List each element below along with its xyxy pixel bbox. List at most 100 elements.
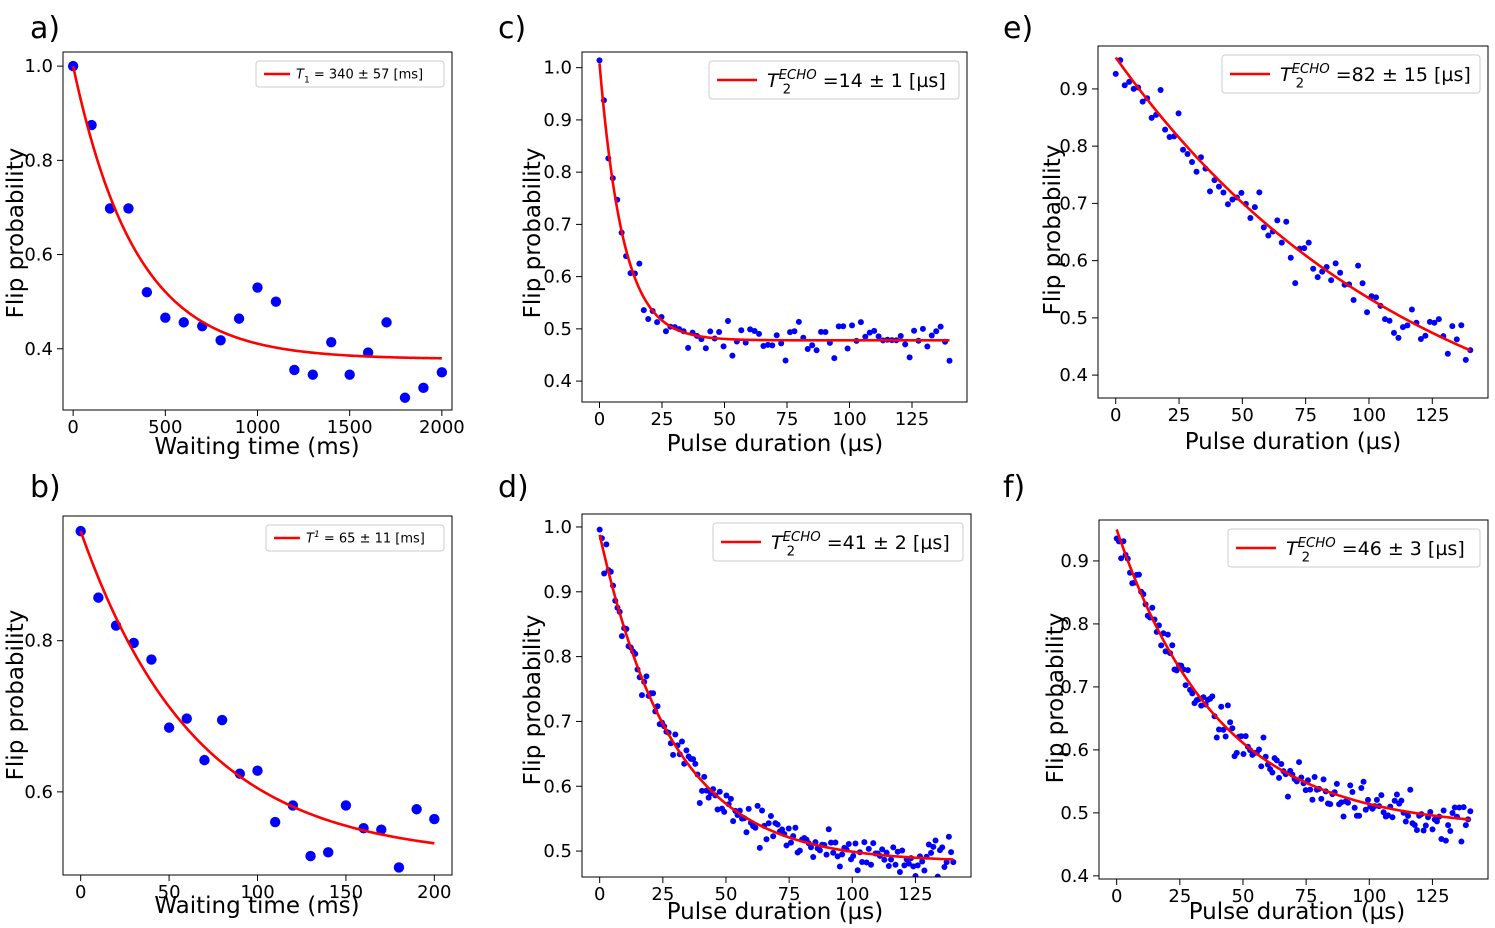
data-point (141, 287, 153, 298)
legend-box (265, 524, 445, 552)
y-tick-label: 0.9 (1060, 551, 1089, 572)
x-axis-label: Waiting time (ms) (154, 434, 359, 460)
panel-label: d) (498, 470, 529, 505)
data-point (1309, 796, 1316, 803)
x-tick-label: 500 (148, 417, 182, 438)
panel-c: c) Pulse duration (µs) Flip probability (498, 11, 883, 457)
y-tick-label: 1.0 (543, 517, 572, 538)
data-point (1398, 797, 1405, 804)
data-point (1166, 133, 1173, 140)
x-tick-label: 100 (1352, 405, 1386, 426)
data-point (1242, 733, 1249, 740)
data-point (868, 861, 875, 868)
x-tick-label: 0 (594, 884, 605, 905)
data-point (1389, 814, 1396, 821)
data-point (830, 849, 837, 856)
data-point (702, 345, 709, 352)
data-point (1386, 317, 1393, 324)
data-point (839, 851, 846, 858)
x-axis-label: Pulse duration (µs) (667, 431, 884, 457)
x-tick-label: 125 (1415, 405, 1449, 426)
data-point (1189, 690, 1196, 697)
data-point (883, 849, 890, 856)
data-point (888, 856, 895, 863)
legend: TECHO 2 =41 ± 2 [µs] (712, 522, 964, 562)
x-tick-label: 0 (67, 417, 78, 438)
x-tick-label: 1000 (235, 417, 281, 438)
data-point (1365, 796, 1372, 803)
data-point (1390, 329, 1397, 336)
data-point (1276, 774, 1283, 781)
data-point (945, 833, 952, 840)
data-point (252, 282, 263, 293)
y-axis-label: Flip probability (520, 615, 546, 786)
data-point (1175, 110, 1182, 117)
x-tick-label: 25 (1168, 405, 1191, 426)
data-point (1395, 334, 1402, 341)
data-point (1422, 332, 1429, 339)
data-point (1337, 269, 1344, 276)
data-point (840, 323, 847, 330)
data-point (1164, 631, 1171, 638)
data-point (1391, 797, 1398, 804)
x-tick-label: 50 (1231, 405, 1254, 426)
y-tick-label: 0.4 (1059, 365, 1088, 386)
data-point (672, 731, 679, 738)
data-point (1265, 232, 1272, 239)
data-point (852, 840, 859, 847)
legend-box (712, 522, 964, 562)
y-tick-label: 0.7 (1060, 677, 1089, 698)
data-point (252, 765, 263, 776)
data-point (859, 858, 866, 865)
data-point (1427, 808, 1434, 815)
data-point (721, 808, 728, 815)
data-point (716, 328, 723, 335)
x-tick-label: 125 (898, 884, 932, 905)
data-point (683, 747, 690, 754)
data-point (216, 714, 228, 726)
data-point (1364, 309, 1371, 316)
x-tick-label: 25 (1168, 886, 1191, 907)
data-point (745, 805, 752, 812)
panel-e: e) Pulse duration (µs) Flip probability (1003, 11, 1401, 455)
data-point (1247, 215, 1254, 222)
data-point (1139, 98, 1146, 105)
data-point (75, 525, 86, 537)
data-point (1240, 751, 1247, 758)
data-point (411, 804, 422, 815)
data-point (906, 354, 913, 361)
data-point (928, 849, 935, 856)
axes-frame (62, 515, 453, 876)
data-point (690, 756, 697, 763)
data-point (763, 836, 770, 843)
data-point (1209, 693, 1216, 700)
legend-box (255, 60, 445, 88)
x-tick-label: 0 (1110, 405, 1121, 426)
data-point (1305, 239, 1312, 246)
data-point (1435, 316, 1442, 323)
y-axis-label: Flip probability (1040, 145, 1066, 316)
data-point (1301, 245, 1308, 252)
data-point (1422, 822, 1429, 829)
data-point (1431, 319, 1438, 326)
data-point (1256, 746, 1263, 753)
data-point (1405, 812, 1412, 819)
x-tick-label: 2000 (419, 417, 465, 438)
data-point (638, 692, 645, 699)
data-point (670, 751, 677, 758)
panel-label: f) (1003, 470, 1025, 505)
data-point (1350, 297, 1357, 304)
data-point (603, 541, 610, 548)
data-point (1292, 280, 1299, 287)
y-axis-label: Flip probability (3, 148, 29, 319)
data-point (1407, 786, 1414, 793)
data-point (1404, 322, 1411, 329)
data-point (1408, 306, 1415, 313)
data-point (881, 856, 888, 863)
data-point (1224, 702, 1231, 709)
chart-panel: 0 50 100 150 200 0.6 0.8 T1 = 65 ± 11 [ms] (24, 515, 453, 903)
data-point (705, 794, 712, 801)
y-tick-label: 0.9 (1059, 79, 1088, 100)
data-point (892, 861, 899, 868)
data-point (825, 826, 832, 833)
